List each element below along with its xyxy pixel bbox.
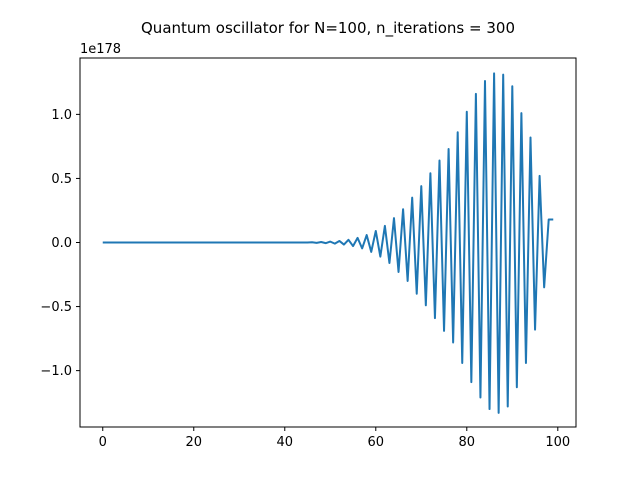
x-tick-label: 100	[545, 435, 570, 450]
x-tick-label: 60	[368, 435, 385, 450]
x-tick-label: 80	[459, 435, 476, 450]
chart-title: Quantum oscillator for N=100, n_iteratio…	[141, 19, 515, 38]
y-axis: −1.0 −0.5 0.0 0.5 1.0	[40, 108, 80, 379]
x-tick-label: 0	[99, 435, 107, 450]
series-line	[102, 72, 554, 414]
y-tick-label: 1.0	[51, 108, 72, 123]
y-tick-label: −1.0	[40, 364, 72, 379]
y-tick-label: 0.5	[51, 172, 72, 187]
y-offset-label: 1e178	[80, 42, 121, 57]
series-layer	[102, 72, 554, 414]
y-tick-label: −0.5	[40, 300, 72, 315]
y-tick-label: 0.0	[51, 236, 72, 251]
x-tick-label: 40	[276, 435, 293, 450]
x-tick-label: 20	[185, 435, 202, 450]
x-axis: 0 20 40 60 80 100	[99, 427, 570, 450]
